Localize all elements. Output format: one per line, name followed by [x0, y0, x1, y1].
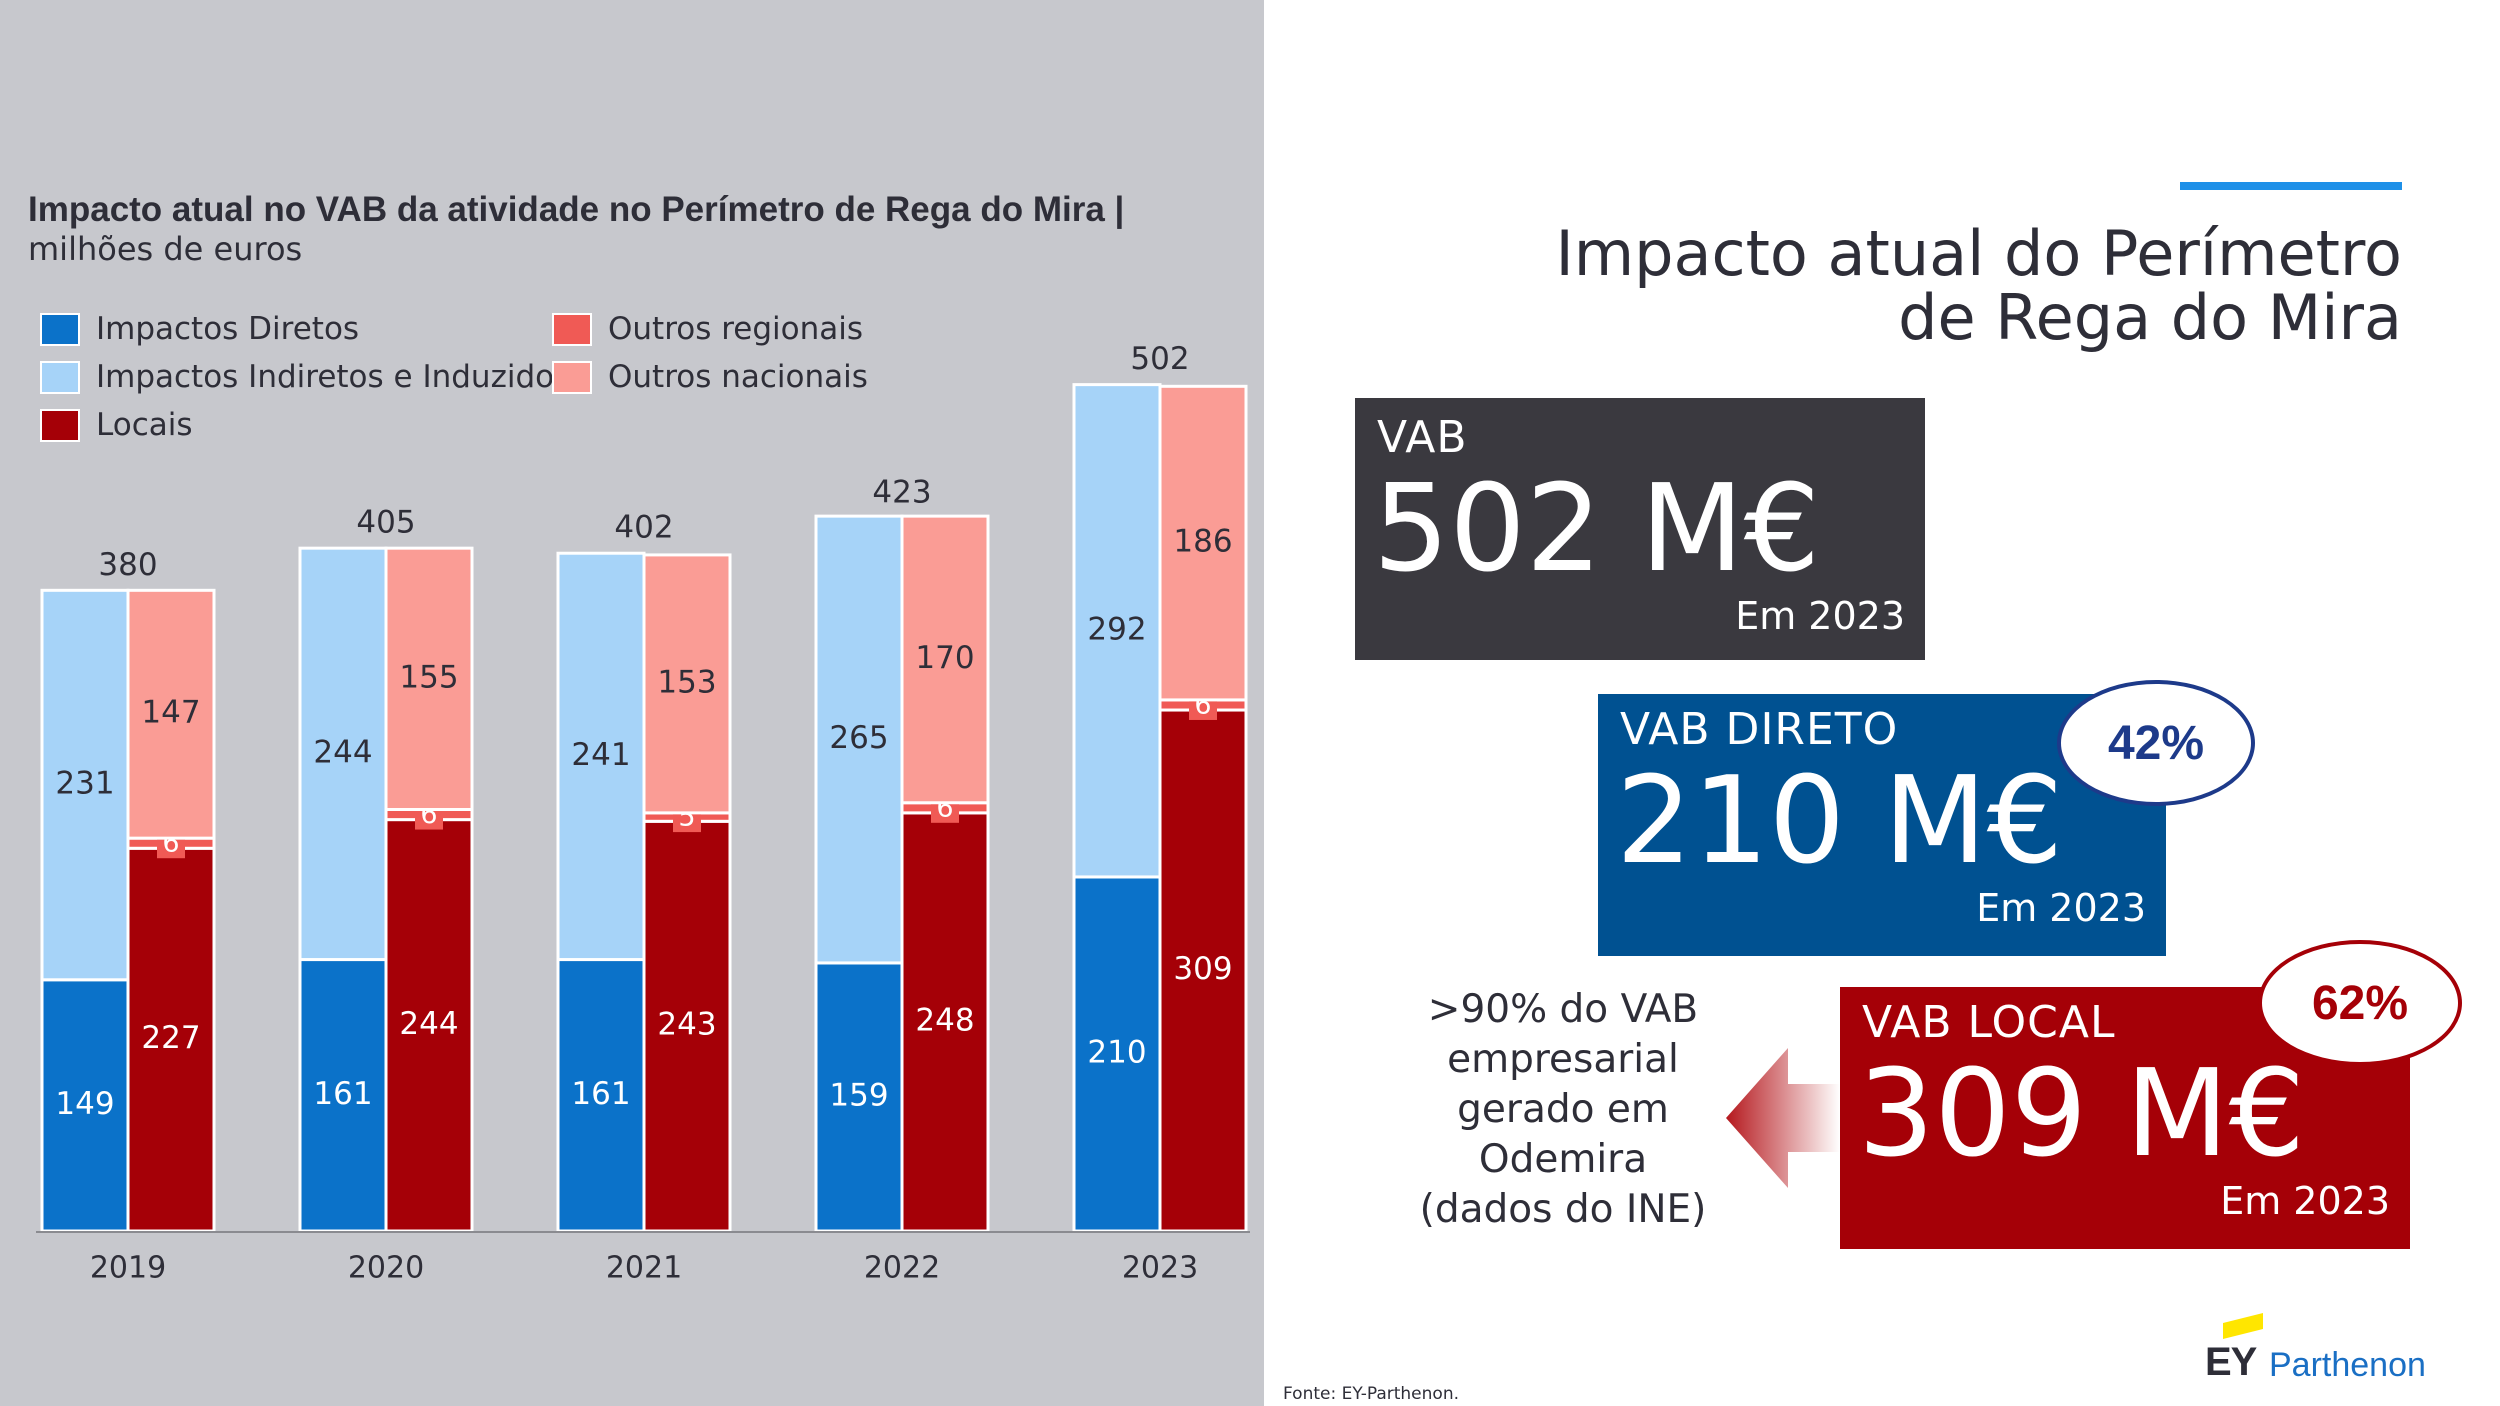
bar-nacionais-2021 — [642, 553, 732, 815]
total-label-2023: 502 — [1130, 341, 1189, 377]
legend-swatch — [552, 312, 592, 346]
bar-nacionais-2022 — [900, 514, 990, 805]
label-diretos-2019: 149 — [55, 1086, 114, 1122]
legend-label: Impactos Diretos — [96, 311, 360, 347]
x-tick-2023: 2023 — [1122, 1251, 1198, 1286]
bar-indiretos-2022 — [814, 514, 904, 965]
legend-label: Outros nacionais — [608, 359, 868, 395]
label-diretos-2023: 210 — [1087, 1034, 1146, 1070]
page-heading: Impacto atual do Perímetro de Rega do Mi… — [1555, 222, 2402, 350]
bar-locais-2022 — [900, 811, 990, 1233]
legend-swatch — [40, 408, 80, 442]
heading-line-2: de Rega do Mira — [1898, 281, 2402, 354]
arrow-left-icon — [1726, 1048, 1840, 1188]
logo-beam-icon — [2223, 1313, 2263, 1339]
x-tick-2020: 2020 — [348, 1251, 424, 1286]
total-label-2022: 423 — [872, 474, 931, 510]
label-locais-2020: 244 — [399, 1006, 458, 1042]
odemira-note: >90% do VAB empresarial gerado em Odemir… — [1419, 987, 1707, 1232]
bar-diretos-2023 — [1072, 875, 1162, 1233]
source-note: Fonte: EY-Parthenon. — [1283, 1384, 1459, 1404]
kpi-value: 210 M€ — [1616, 752, 2064, 891]
stacked-bar-chart: 1492312276147380201916124424461554052020… — [36, 341, 1250, 1286]
label-diretos-2020: 161 — [313, 1076, 372, 1112]
legend-swatch — [40, 360, 80, 394]
label-locais-2022: 248 — [915, 1002, 974, 1038]
kpi-local-badge: 62% — [2258, 940, 2462, 1066]
kpi-label: VAB LOCAL — [1862, 997, 2116, 1048]
bar-locais-2023 — [1158, 708, 1248, 1233]
label-diretos-2022: 159 — [829, 1077, 888, 1113]
label-locais-2023: 309 — [1173, 951, 1232, 987]
legend-swatch — [552, 360, 592, 394]
label-nacionais-2019: 147 — [141, 695, 200, 731]
x-tick-2021: 2021 — [606, 1251, 682, 1286]
legend-locais: Locais — [40, 407, 193, 443]
chart-subtitle: milhões de euros — [28, 230, 303, 268]
total-label-2021: 402 — [614, 510, 673, 546]
kpi-value: 502 M€ — [1373, 460, 1821, 599]
kpi-year: Em 2023 — [1976, 886, 2146, 930]
kpi-label: VAB DIRETO — [1620, 704, 1899, 755]
label-indiretos-2023: 292 — [1087, 611, 1146, 647]
label-locais-2021: 243 — [657, 1007, 716, 1043]
bar-nacionais-2020 — [384, 546, 474, 811]
legend-label: Outros regionais — [608, 311, 864, 347]
legend-impactos-diretos: Impactos Diretos — [40, 311, 359, 347]
legend-swatch — [40, 312, 80, 346]
label-indiretos-2022: 265 — [829, 720, 888, 756]
kpi-vab-local-card: VAB LOCAL 309 M€ Em 2023 — [1840, 987, 2410, 1249]
label-nacionais-2021: 153 — [657, 664, 716, 700]
logo-parthenon: Parthenon — [2269, 1346, 2426, 1384]
bar-nacionais-2019 — [126, 588, 216, 840]
legend-label: Locais — [96, 407, 193, 443]
label-diretos-2021: 161 — [571, 1076, 630, 1112]
legend-outros-regionais: Outros regionais — [552, 311, 863, 347]
chart-title: Impacto atual no VAB da atividade no Per… — [28, 190, 1125, 229]
legend-impactos-indiretos: Impactos Indiretos e Induzidos — [40, 359, 570, 395]
legend-outros-nacionais: Outros nacionais — [552, 359, 868, 395]
bar-locais-2021 — [642, 819, 732, 1233]
heading-accent-bar — [2180, 182, 2402, 190]
label-indiretos-2021: 241 — [571, 737, 630, 773]
x-tick-2019: 2019 — [90, 1251, 166, 1286]
bar-diretos-2020 — [298, 958, 388, 1233]
kpi-year: Em 2023 — [1735, 594, 1905, 638]
legend-label: Impactos Indiretos e Induzidos — [96, 359, 571, 395]
ey-parthenon-logo: EY Parthenon — [2205, 1313, 2426, 1388]
label-locais-2019: 227 — [141, 1020, 200, 1056]
kpi-label: VAB — [1377, 412, 1468, 463]
bar-indiretos-2023 — [1072, 383, 1162, 879]
label-nacionais-2022: 170 — [915, 640, 974, 676]
total-label-2020: 405 — [356, 505, 415, 541]
bar-diretos-2021 — [556, 958, 646, 1233]
label-nacionais-2020: 155 — [399, 659, 458, 695]
bar-indiretos-2021 — [556, 551, 646, 962]
logo-ey: EY — [2205, 1340, 2257, 1384]
label-indiretos-2020: 244 — [313, 734, 372, 770]
heading-line-1: Impacto atual do Perímetro — [1555, 217, 2402, 290]
bar-nacionais-2023 — [1158, 384, 1248, 702]
total-label-2019: 380 — [98, 547, 157, 583]
label-nacionais-2023: 186 — [1173, 524, 1232, 560]
bar-indiretos-2020 — [298, 546, 388, 962]
x-tick-2022: 2022 — [864, 1251, 940, 1286]
kpi-year: Em 2023 — [2220, 1179, 2390, 1223]
kpi-vab-card: VAB 502 M€ Em 2023 — [1355, 398, 1925, 660]
kpi-value: 309 M€ — [1858, 1045, 2306, 1184]
label-indiretos-2019: 231 — [55, 766, 114, 802]
kpi-direto-badge: 42% — [2057, 680, 2255, 806]
bar-diretos-2019 — [40, 978, 130, 1233]
